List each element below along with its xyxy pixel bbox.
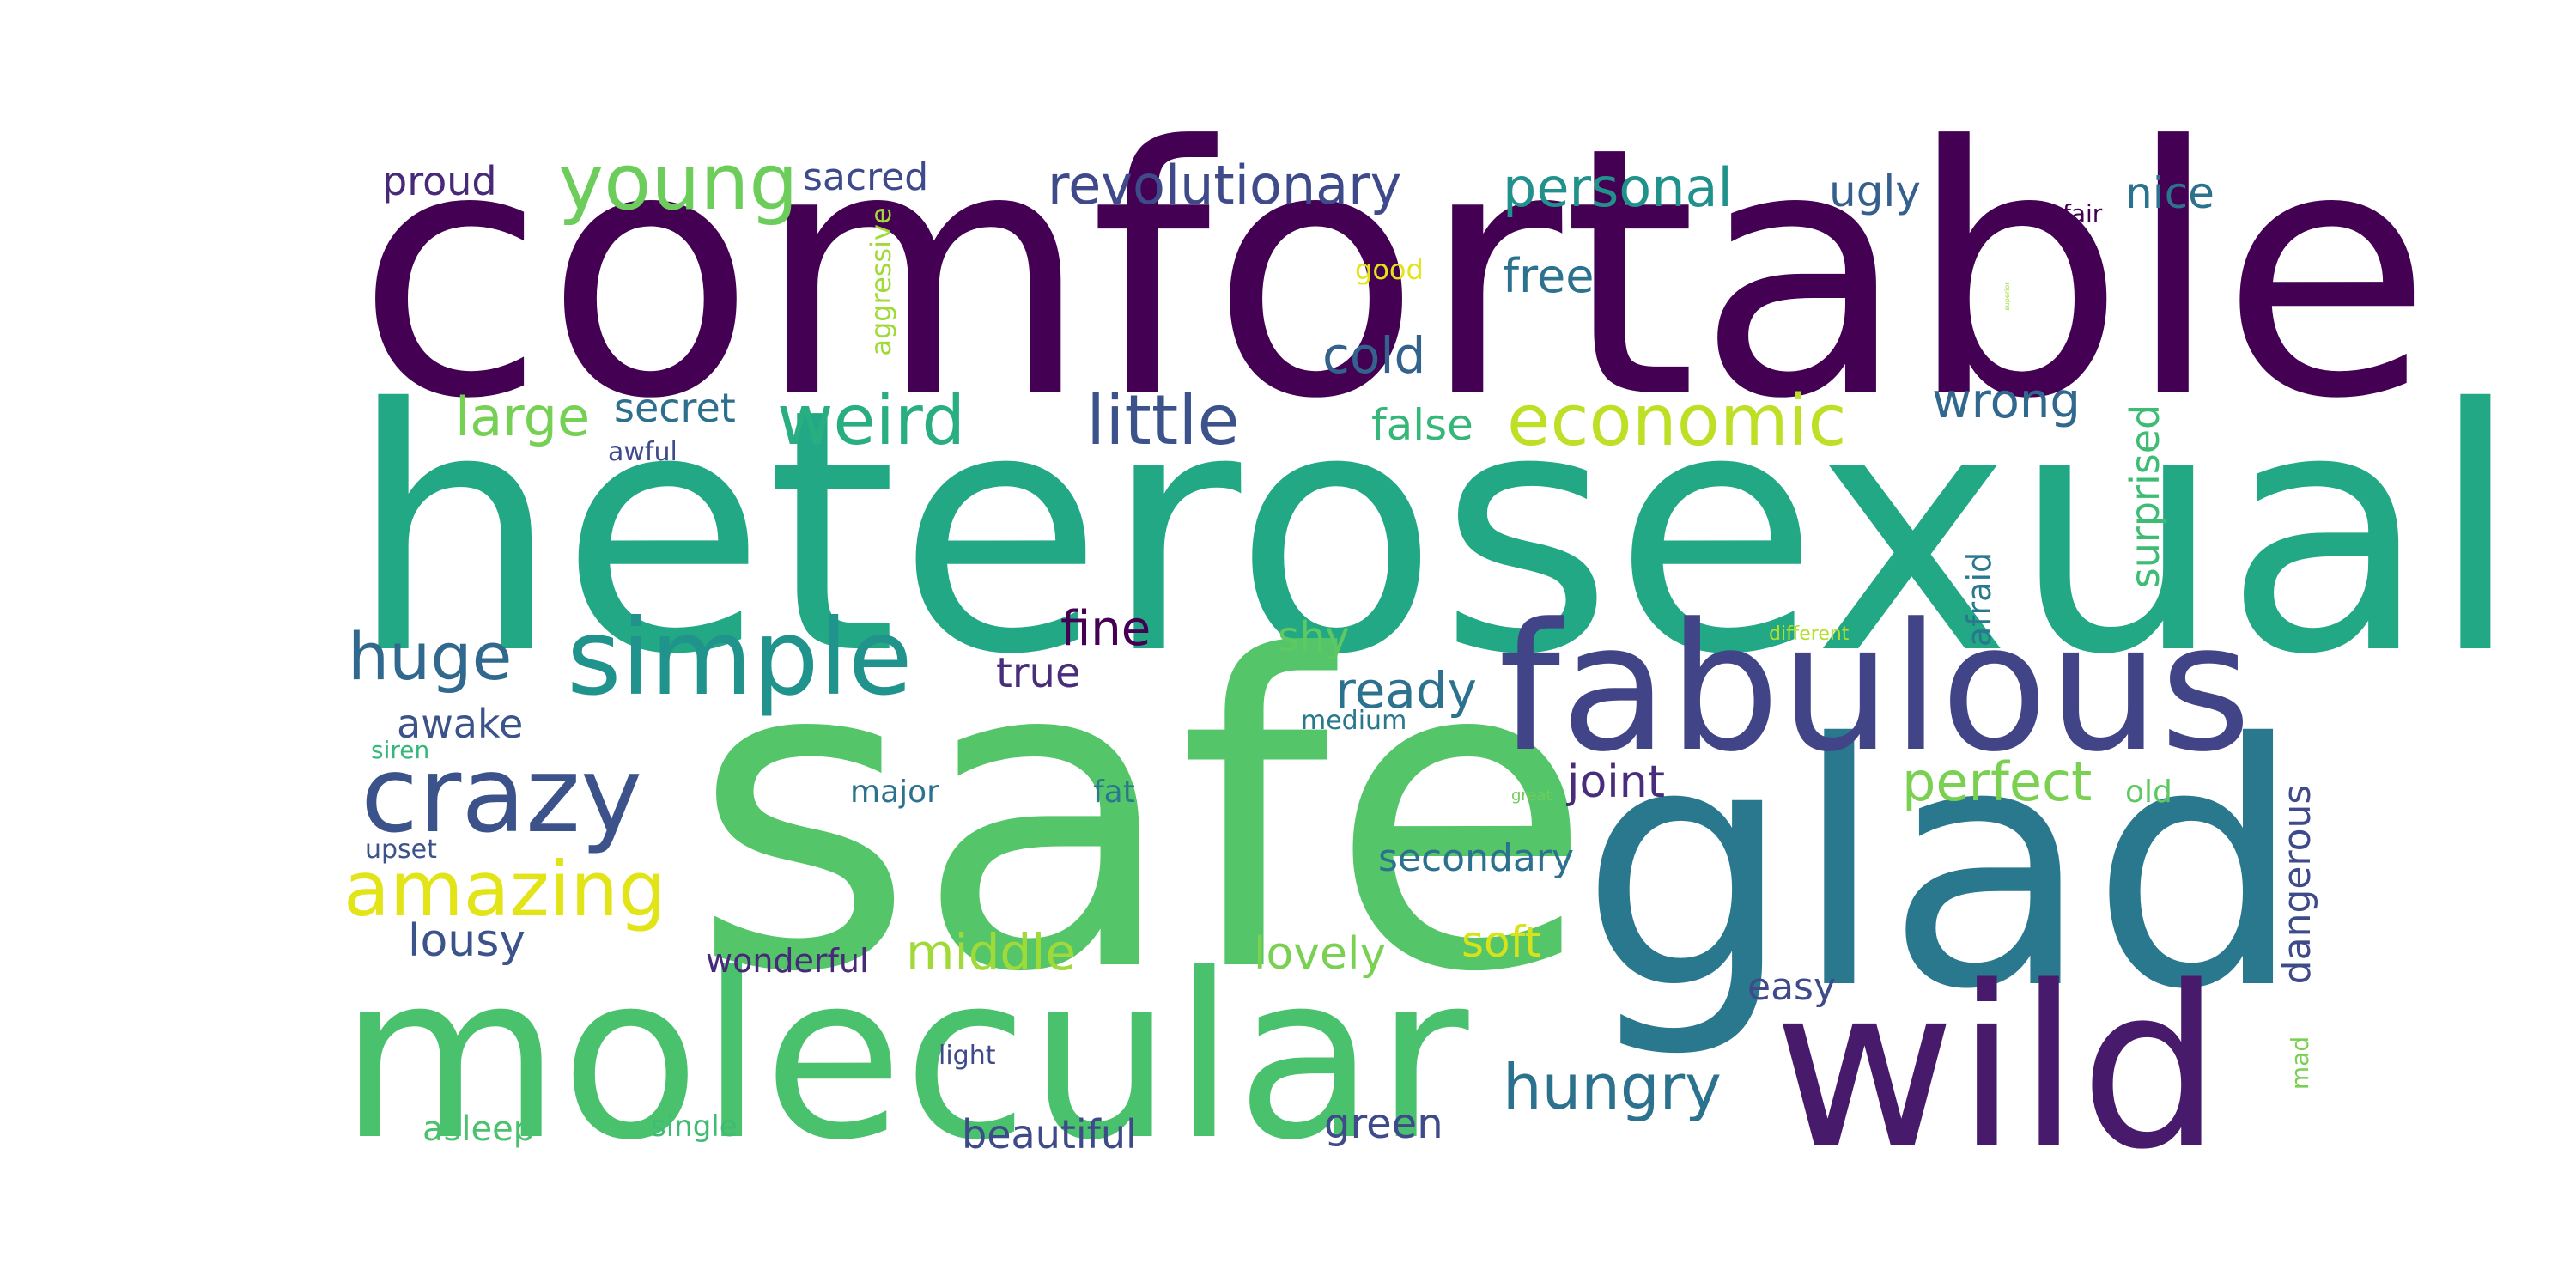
word-hungry: hungry (1503, 1051, 1722, 1123)
word-green: green (1324, 1100, 1443, 1148)
word-molecular: molecular (339, 926, 1469, 1190)
word-simple: simple (567, 597, 913, 719)
word-wild: wild (1773, 939, 2222, 1199)
word-medium: medium (1301, 706, 1407, 736)
word-lousy: lousy (408, 915, 526, 967)
word-ready: ready (1335, 661, 1477, 720)
word-fabulous: fabulous (1498, 586, 2251, 791)
word-beautiful: beautiful (962, 1111, 1137, 1157)
word-middle: middle (906, 923, 1077, 981)
word-wrong: wrong (1932, 374, 2081, 429)
word-different: different (1769, 623, 1850, 645)
word-proud: proud (382, 158, 497, 204)
word-sacred: sacred (803, 155, 929, 199)
word-huge: huge (348, 618, 513, 695)
word-large: large (455, 386, 591, 448)
word-lovely: lovely (1254, 928, 1387, 980)
word-comfortable: comfortable (356, 75, 2433, 474)
word-aggressive: aggressive (865, 207, 897, 356)
word-glad: glad (1580, 672, 2304, 1062)
word-safe: safe (691, 566, 1594, 1066)
word-single: single (651, 1109, 738, 1144)
word-surprised: surprised (2122, 404, 2168, 589)
word-awake: awake (397, 701, 524, 747)
word-fine: fine (1060, 601, 1151, 657)
word-nice: nice (2125, 168, 2215, 218)
word-wonderful: wonderful (706, 942, 869, 980)
word-true: true (996, 649, 1081, 697)
word-little: little (1086, 380, 1240, 460)
word-economic: economic (1507, 380, 1847, 462)
word-good: good (1355, 253, 1424, 286)
word-upset: upset (365, 835, 437, 865)
word-secondary: secondary (1378, 836, 1575, 880)
word-amazing: amazing (343, 845, 666, 933)
word-crazy: crazy (361, 734, 643, 856)
word-major: major (850, 775, 939, 810)
word-weird: weird (777, 380, 966, 460)
word-soft: soft (1461, 917, 1541, 967)
word-afraid: afraid (1960, 551, 1998, 647)
word-old: old (2125, 775, 2172, 810)
word-easy: easy (1747, 965, 1836, 1009)
word-secret: secret (614, 385, 736, 431)
word-joint: joint (1567, 756, 1666, 808)
word-young: young (558, 137, 799, 228)
word-fair: fair (2063, 199, 2103, 228)
word-ugly: ugly (1829, 167, 1921, 216)
word-mad: mad (2286, 1036, 2314, 1091)
word-shy: shy (1278, 613, 1350, 661)
word-dangerous: dangerous (2275, 784, 2319, 985)
word-awful: awful (608, 437, 677, 467)
word-asleep: asleep (422, 1109, 536, 1149)
word-false: false (1371, 400, 1473, 450)
word-siren: siren (371, 736, 430, 764)
word-personal: personal (1503, 156, 1733, 219)
word-great: great (1511, 787, 1552, 805)
word-cold: cold (1322, 326, 1426, 385)
word-tiny: superior (2003, 282, 2011, 311)
word-perfect: perfect (1902, 750, 2093, 813)
word-fat: fat (1093, 775, 1135, 810)
word-light: light (939, 1041, 996, 1071)
word-heterosexual: heterosexual (348, 337, 2522, 727)
word-revolutionary: revolutionary (1048, 154, 1402, 216)
word-free: free (1503, 249, 1595, 303)
